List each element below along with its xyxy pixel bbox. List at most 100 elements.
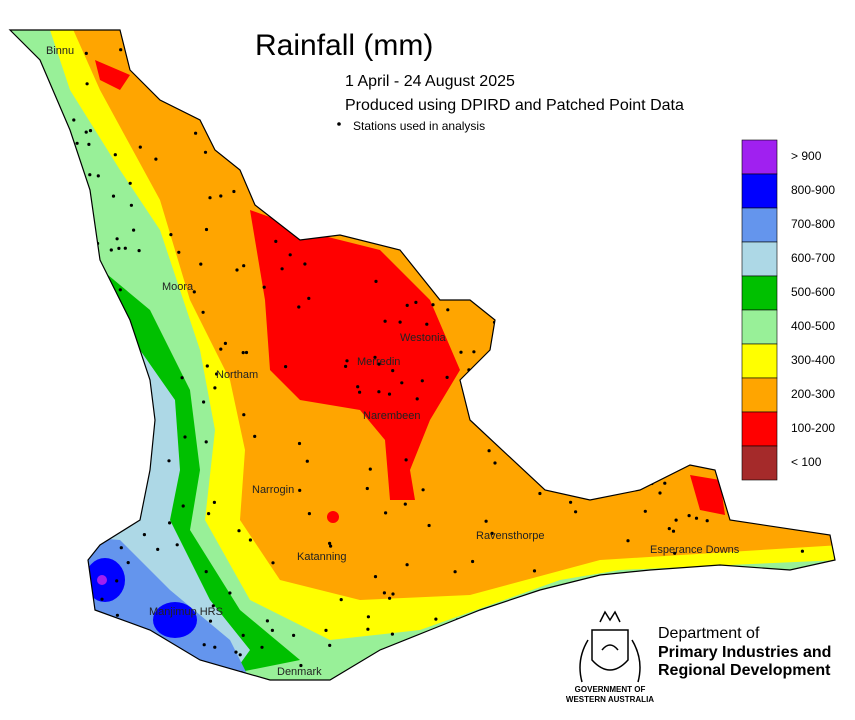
station-dot bbox=[490, 531, 494, 536]
station-dot bbox=[41, 356, 46, 360]
station-dot bbox=[620, 122, 624, 126]
station-dot bbox=[589, 381, 593, 385]
station-dot bbox=[534, 457, 538, 461]
station-dot bbox=[87, 142, 91, 146]
agency-block: GOVERNMENT OF WESTERN AUSTRALIA Departme… bbox=[566, 610, 831, 704]
station-dot bbox=[687, 514, 691, 518]
station-dot bbox=[215, 372, 219, 376]
station-dot bbox=[795, 367, 799, 371]
station-dot bbox=[42, 422, 46, 426]
station-dot bbox=[665, 306, 669, 310]
station-dot bbox=[332, 198, 336, 202]
legend-swatch bbox=[741, 207, 778, 243]
station-dot bbox=[70, 266, 74, 270]
station-dot bbox=[654, 217, 659, 221]
station-dot bbox=[64, 202, 68, 206]
station-dot bbox=[593, 469, 598, 473]
place-label: Ravensthorpe bbox=[476, 530, 545, 542]
station-dot bbox=[551, 597, 555, 602]
station-dot bbox=[24, 268, 28, 272]
station-dot bbox=[578, 123, 582, 128]
station-dot bbox=[202, 400, 206, 404]
station-dot bbox=[53, 542, 57, 546]
station-dot bbox=[75, 141, 79, 145]
station-dot bbox=[800, 549, 805, 553]
station-dot bbox=[566, 146, 570, 150]
station-dot bbox=[102, 328, 106, 332]
place-label: Denmark bbox=[277, 666, 322, 678]
station-dot bbox=[59, 263, 63, 267]
station-dot bbox=[95, 415, 99, 419]
station-dot bbox=[81, 424, 86, 428]
station-dot bbox=[566, 633, 570, 637]
station-dot bbox=[248, 538, 252, 542]
station-dot bbox=[596, 596, 600, 600]
station-dot bbox=[284, 365, 288, 369]
station-dot bbox=[564, 227, 568, 231]
crest-caption: WESTERN AUSTRALIA bbox=[566, 695, 654, 704]
station-dot bbox=[548, 43, 552, 47]
subtitle: 1 April - 24 August 2025 bbox=[345, 73, 515, 90]
station-dot bbox=[399, 225, 403, 229]
station-dot bbox=[471, 559, 475, 564]
station-dot bbox=[92, 324, 96, 328]
station-dot bbox=[747, 105, 751, 109]
station-dot bbox=[167, 459, 171, 463]
station-dot bbox=[377, 390, 381, 394]
station-dot bbox=[376, 151, 380, 155]
station-dot bbox=[118, 288, 122, 292]
station-dot bbox=[480, 623, 484, 627]
station-dot bbox=[658, 491, 662, 495]
station-dot bbox=[326, 96, 330, 100]
station-dot bbox=[288, 253, 292, 257]
station-dot bbox=[387, 392, 392, 396]
station-dot bbox=[39, 174, 44, 178]
legend-label: < 100 bbox=[791, 455, 822, 469]
station-dot bbox=[398, 320, 402, 324]
station-dot bbox=[707, 56, 712, 61]
band-100-200 bbox=[327, 511, 339, 523]
station-dot bbox=[494, 338, 498, 342]
subtitle: Produced using DPIRD and Patched Point D… bbox=[345, 97, 684, 114]
station-dot bbox=[156, 547, 160, 552]
station-dot bbox=[365, 486, 369, 491]
place-label: Narembeen bbox=[363, 410, 420, 422]
station-dot bbox=[531, 292, 535, 296]
legend-label: 200-300 bbox=[791, 387, 835, 401]
station-dot bbox=[391, 592, 395, 596]
station-dot bbox=[566, 386, 570, 390]
station-dot bbox=[591, 484, 595, 489]
station-dot bbox=[425, 322, 429, 326]
station-dot bbox=[393, 138, 397, 142]
agency-name: Department of bbox=[658, 625, 760, 642]
station-dot bbox=[760, 113, 764, 117]
station-dot bbox=[538, 491, 542, 496]
station-dot bbox=[671, 529, 676, 533]
station-dot bbox=[202, 643, 206, 647]
agency-name: Primary Industries and bbox=[658, 644, 831, 661]
station-dot bbox=[484, 519, 488, 523]
station-dot bbox=[574, 510, 578, 514]
station-dot bbox=[733, 464, 737, 468]
station-dot bbox=[132, 228, 136, 232]
place-label: Esperance Downs bbox=[650, 544, 740, 556]
place-label: Northam bbox=[216, 369, 258, 381]
station-dot bbox=[29, 53, 34, 57]
station-dot bbox=[307, 296, 311, 300]
station-dot bbox=[125, 492, 129, 496]
place-label: Moora bbox=[162, 281, 194, 293]
station-dot bbox=[241, 351, 245, 355]
station-dot bbox=[214, 144, 219, 148]
band-800-900 bbox=[153, 602, 197, 638]
station-dot bbox=[278, 140, 282, 144]
station-dot bbox=[181, 504, 185, 508]
legend-swatch bbox=[741, 377, 778, 413]
place-label: Merredin bbox=[357, 356, 400, 368]
station-dot bbox=[57, 302, 61, 306]
place-label: Manjimup HRS bbox=[149, 606, 223, 618]
station-dot bbox=[237, 529, 241, 533]
station-dot bbox=[664, 256, 668, 260]
legend-swatch bbox=[741, 445, 778, 481]
